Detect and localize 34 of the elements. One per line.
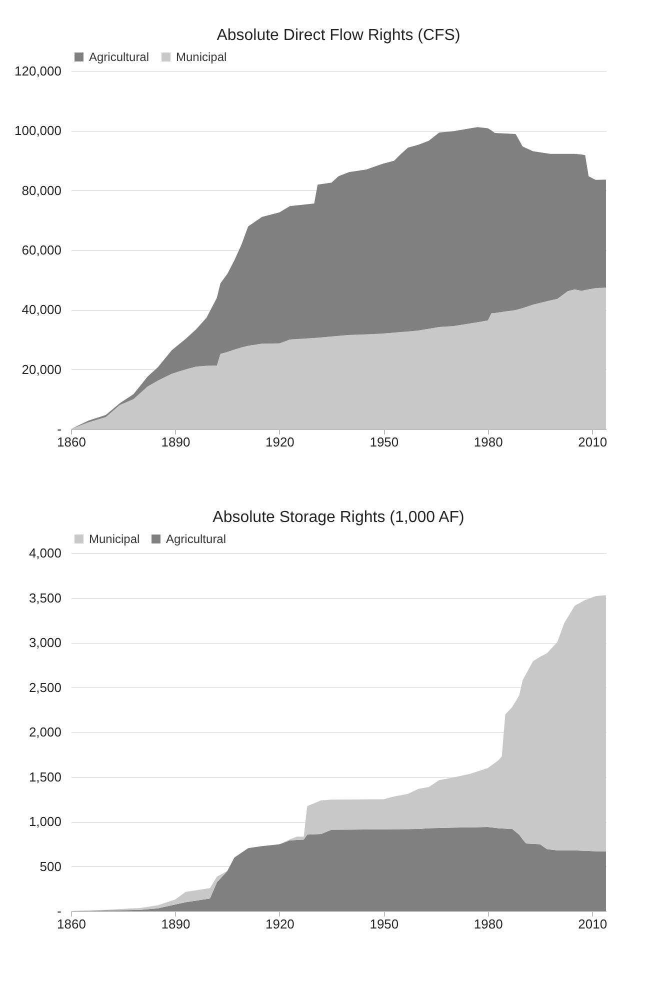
x-tick-label: 1980 <box>474 434 503 450</box>
y-tick-label: 500 <box>40 858 62 874</box>
x-tick-label: 1920 <box>265 434 294 450</box>
y-tick-label: 1,500 <box>28 769 62 784</box>
x-tick-label: 1890 <box>161 916 190 932</box>
chart-title: Absolute Storage Rights (1,000 AF) <box>212 509 464 526</box>
y-tick-label: - <box>57 422 62 436</box>
y-tick-label: 120,000 <box>14 64 62 78</box>
chart-title: Absolute Direct Flow Rights (CFS) <box>216 27 460 44</box>
legend-label: Agricultural <box>166 532 226 546</box>
x-tick-label: 1860 <box>57 434 86 450</box>
y-tick-label: 2,000 <box>28 724 62 740</box>
y-tick-label: 40,000 <box>22 302 62 318</box>
legend-label: Municipal <box>176 50 227 64</box>
x-tick-label: 1980 <box>474 916 503 932</box>
x-tick-label: 1950 <box>370 434 399 450</box>
x-tick-label: 1950 <box>370 916 399 932</box>
y-tick-label: 4,000 <box>28 546 62 560</box>
y-tick-label: 20,000 <box>22 362 62 377</box>
y-tick-label: 60,000 <box>22 242 62 258</box>
y-tick-label: - <box>57 904 62 918</box>
x-tick-label: 1860 <box>57 916 86 932</box>
y-tick-label: 100,000 <box>14 123 62 138</box>
y-tick-label: 3,500 <box>28 590 62 606</box>
legend-label: Agricultural <box>89 50 150 64</box>
x-tick-label: 2010 <box>578 434 608 450</box>
x-tick-label: 1920 <box>265 916 294 932</box>
x-tick-label: 2010 <box>578 916 608 932</box>
y-tick-label: 3,000 <box>28 635 62 650</box>
y-tick-label: 2,500 <box>28 680 62 695</box>
y-tick-label: 80,000 <box>22 182 62 198</box>
x-tick-label: 1890 <box>161 434 190 450</box>
legend-label: Municipal <box>89 532 140 546</box>
y-tick-label: 1,000 <box>28 814 62 829</box>
